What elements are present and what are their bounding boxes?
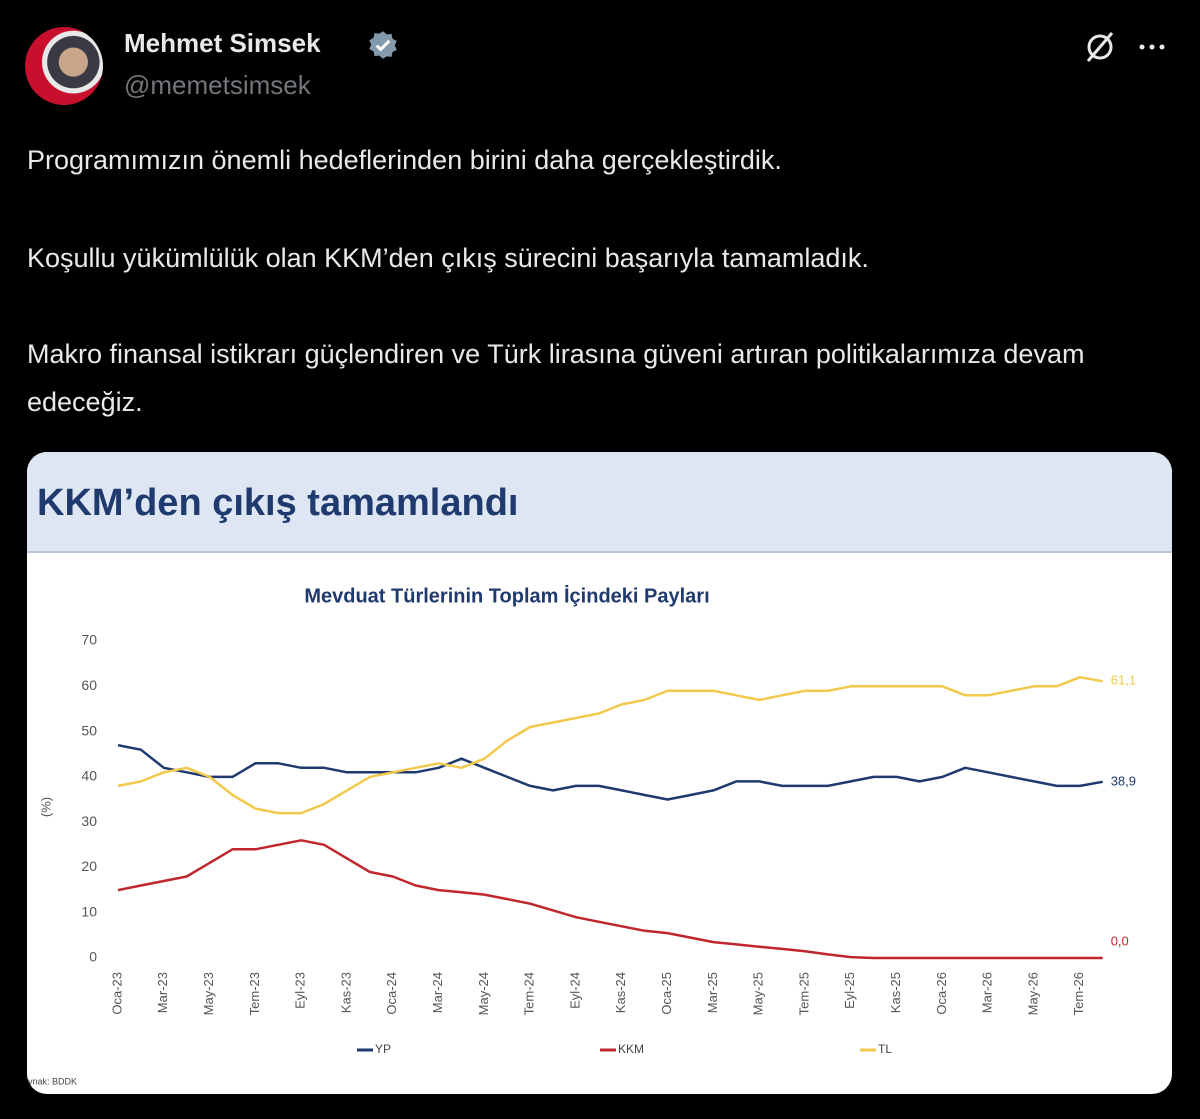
x-tick-label: May-23 — [201, 972, 216, 1015]
x-tick-label: Tem-26 — [1071, 972, 1086, 1015]
more-menu[interactable] — [1139, 44, 1165, 50]
grok-icon[interactable] — [1086, 32, 1114, 62]
y-tick-label: 10 — [81, 903, 97, 919]
x-tick-label: Oca-26 — [934, 972, 949, 1015]
y-tick-label: 50 — [81, 722, 97, 738]
y-tick-label: 60 — [81, 677, 97, 693]
verified-badge — [369, 31, 397, 59]
source-note: Kaynak: BDDK — [27, 1076, 77, 1086]
y-tick-label: 30 — [81, 813, 97, 829]
slide-title: KKM’den çıkış tamamlandı — [37, 482, 518, 524]
x-tick-label: Kas-24 — [613, 972, 628, 1013]
x-tick-label: Eyl-23 — [293, 972, 308, 1009]
x-tick-label: May-26 — [1025, 972, 1040, 1015]
x-tick-label: Oca-23 — [109, 972, 124, 1015]
tweet-text: Programımızın önemli hedeflerinden birin… — [27, 145, 782, 175]
x-tick-label: Mar-24 — [430, 972, 445, 1013]
y-tick-label: 40 — [81, 768, 97, 784]
x-tick-label: Tem-24 — [522, 972, 537, 1015]
x-tick-label: Eyl-25 — [842, 972, 857, 1009]
user-handle[interactable]: @memetsimsek — [124, 70, 311, 100]
legend-label: YP — [375, 1042, 391, 1056]
data-label: 61,1 — [1111, 673, 1136, 688]
media-card[interactable]: KKM’den çıkış tamamlandı Mevduat Türleri… — [27, 452, 1172, 1094]
tweet-text: Makro finansal istikrarı güçlendiren ve … — [27, 339, 1085, 417]
user-name[interactable]: Mehmet Simsek — [124, 28, 321, 58]
chart-title: Mevduat Türlerinin Toplam İçindeki Payla… — [304, 584, 709, 607]
y-tick-label: 0 — [89, 949, 97, 965]
x-tick-label: Eyl-24 — [567, 972, 582, 1009]
x-tick-label: Mar-26 — [980, 972, 995, 1013]
x-tick-label: May-24 — [476, 972, 491, 1015]
x-tick-label: Tem-23 — [247, 972, 262, 1015]
x-tick-label: Oca-25 — [659, 972, 674, 1015]
x-tick-label: Mar-23 — [155, 972, 170, 1013]
series-line — [117, 743, 1103, 801]
y-tick-label: 70 — [81, 632, 97, 648]
y-tick-label: 20 — [81, 858, 97, 874]
tweet-actions — [1086, 32, 1165, 62]
x-tick-label: Tem-25 — [796, 972, 811, 1015]
data-label: 38,9 — [1111, 773, 1136, 788]
legend-label: KKM — [618, 1042, 644, 1056]
slide-header — [27, 452, 1172, 552]
legend-label: TL — [878, 1042, 892, 1056]
avatar[interactable] — [25, 27, 103, 105]
x-tick-label: May-25 — [751, 972, 766, 1015]
data-label: 0,0 — [1111, 933, 1129, 948]
x-tick-label: Oca-24 — [384, 972, 399, 1015]
series-line — [117, 675, 1103, 815]
tweet-text: Koşullu yükümlülük olan KKM’den çıkış sü… — [27, 243, 869, 273]
x-tick-label: Kas-25 — [888, 972, 903, 1013]
x-tick-label: Kas-23 — [338, 972, 353, 1013]
chart: KKM’den çıkış tamamlandı Mevduat Türleri… — [27, 452, 1172, 1086]
y-axis-label: (%) — [38, 797, 53, 817]
x-tick-label: Mar-25 — [705, 972, 720, 1013]
series-line — [117, 839, 1103, 960]
